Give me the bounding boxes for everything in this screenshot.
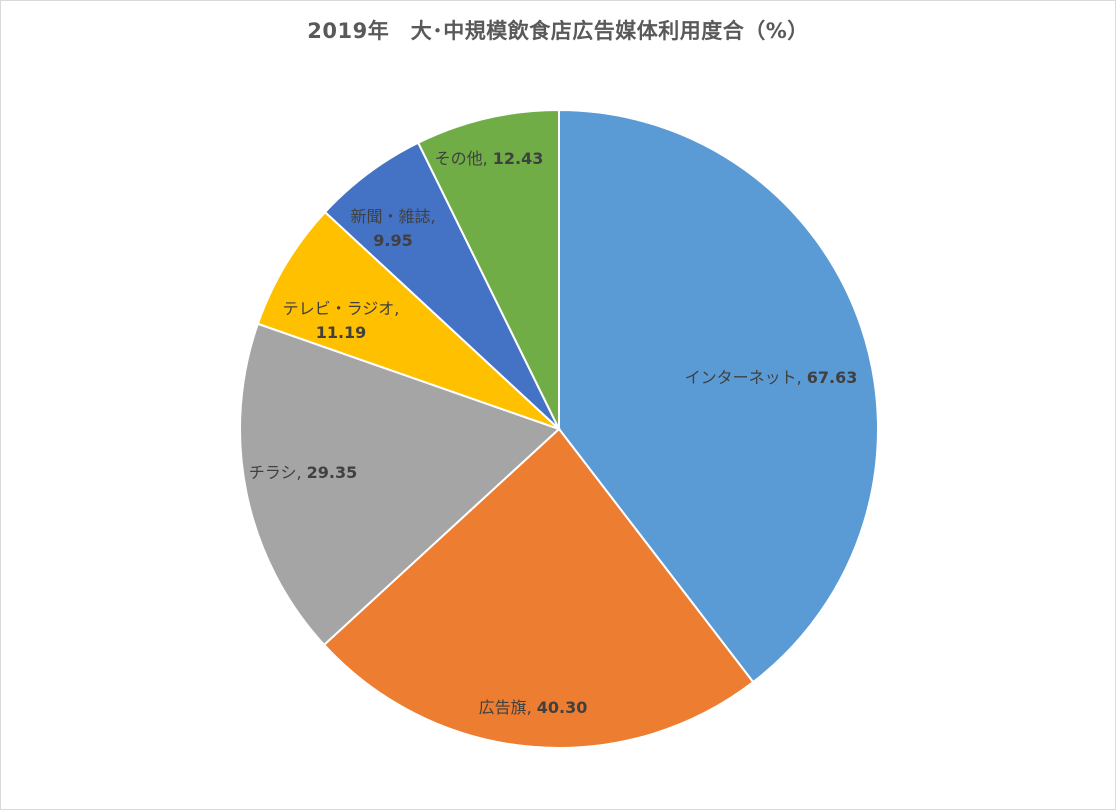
pie-slice-2: [322, 427, 755, 749]
data-label-3: チラシ, 29.35: [249, 463, 357, 482]
pie-slice-1: [558, 108, 879, 684]
pie-slice-3: [239, 322, 561, 647]
data-label-4: テレビ・ラジオ, 11.19: [283, 299, 400, 342]
pie-slice-6: [416, 108, 560, 430]
data-label-value: 11.19: [316, 323, 367, 342]
data-label-1: インターネット, 67.63: [685, 368, 858, 387]
data-label-category: インターネット,: [685, 368, 807, 387]
data-label-category: 広告旗,: [479, 698, 537, 717]
data-label-5: 新聞・雑誌, 9.95: [350, 207, 435, 250]
data-label-category: チラシ,: [249, 463, 307, 482]
data-label-category: その他,: [435, 149, 493, 168]
data-label-value: 29.35: [307, 463, 358, 482]
pie-data-labels: インターネット, 67.63 広告旗, 40.30 チラシ, 29.35 テレビ・ラジ…: [249, 149, 858, 717]
data-label-2: 広告旗, 40.30: [479, 698, 588, 717]
chart-title: 2019年 大･中規模飲食店広告媒体利用度合（%）: [307, 19, 809, 43]
data-label-category: テレビ・ラジオ,: [283, 299, 400, 318]
data-label-6: その他, 12.43: [435, 149, 544, 168]
data-label-value: 12.43: [493, 149, 544, 168]
data-label-value: 40.30: [537, 698, 588, 717]
data-label-category: 新聞・雑誌,: [350, 207, 435, 226]
data-label-value: 9.95: [373, 231, 412, 250]
pie-slices: [239, 108, 879, 749]
pie-slice-4: [256, 210, 560, 430]
data-label-value: 67.63: [807, 368, 858, 387]
